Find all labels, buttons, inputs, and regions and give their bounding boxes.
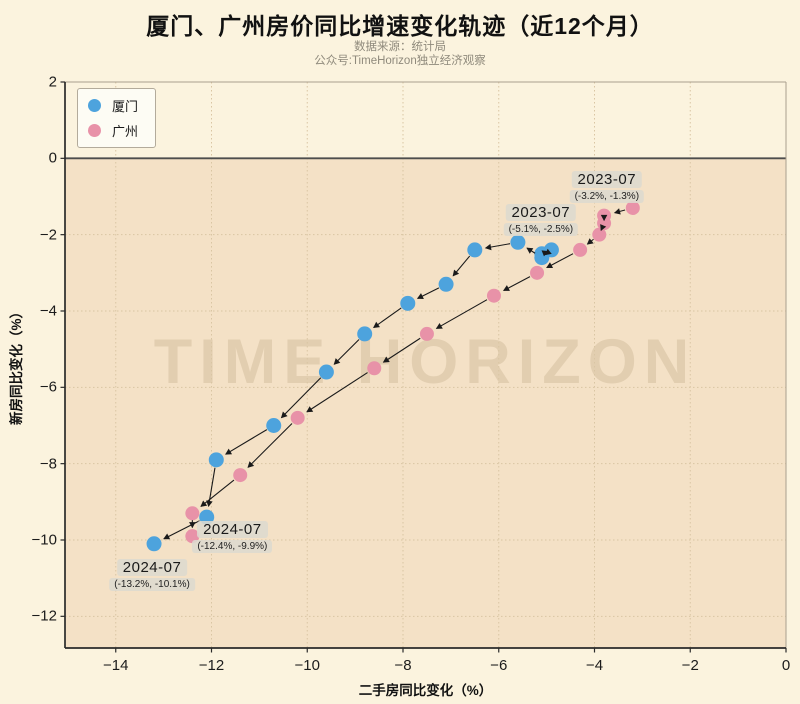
annotation-values: (-12.4%, -9.9%): [192, 540, 273, 554]
annotation-values: (-3.2%, -1.3%): [569, 189, 645, 203]
trajectory-arrow: [306, 372, 368, 413]
data-point: [318, 364, 334, 380]
chart-title: 厦门、广州房价同比增速变化轨迹（近12个月）: [146, 13, 654, 39]
trajectory-arrow: [502, 276, 531, 292]
trajectory-arrow: [586, 238, 594, 245]
legend: 厦门 广州: [77, 88, 157, 148]
trajectory-arrow: [247, 423, 293, 468]
data-point: [419, 326, 434, 341]
data-point: [185, 529, 200, 544]
y-tick-label: −12: [31, 607, 57, 625]
legend-label-guangzhou: 广州: [112, 124, 139, 139]
y-tick-label: −8: [39, 455, 57, 473]
data-point: [367, 361, 382, 376]
x-tick-label: −10: [294, 657, 320, 674]
watermark: TIME HORIZON: [153, 327, 697, 397]
trajectory-arrow: [526, 247, 536, 254]
legend-item-xiamen: 厦门: [88, 96, 138, 115]
y-tick-label: 2: [48, 73, 57, 91]
data-point: [510, 234, 526, 250]
x-tick-label: −6: [490, 657, 508, 674]
data-point: [208, 452, 224, 468]
trajectory-arrow: [373, 307, 402, 328]
y-axis-label: 新房同比变化（%）: [9, 304, 24, 426]
data-point: [400, 295, 416, 311]
data-point: [199, 509, 215, 525]
data-point: [625, 200, 640, 215]
trajectory-arrow: [225, 429, 268, 455]
x-tick-label: −4: [585, 657, 604, 674]
annotation-2023-07: 2023-07 (-5.1%, -2.5%): [503, 203, 579, 236]
data-point: [146, 536, 162, 552]
trajectory-arrow: [163, 520, 200, 540]
annotation-2023-07: 2023-07 (-3.2%, -1.3%): [569, 170, 645, 203]
data-point: [467, 242, 483, 258]
x-tick-label: 0: [781, 657, 791, 674]
trajectory-arrow: [600, 224, 607, 232]
data-point: [573, 242, 588, 257]
annotation-2024-07: 2024-07 (-13.2%, -10.1%): [109, 558, 195, 591]
annotation-values: (-5.1%, -2.5%): [503, 222, 579, 236]
data-point: [592, 227, 607, 242]
y-tick-label: 0: [48, 149, 57, 167]
x-axis-label: 二手房同比变化（%）: [358, 683, 493, 698]
data-point: [357, 326, 373, 342]
data-point: [534, 250, 550, 266]
trajectory-arrow: [452, 255, 471, 277]
trajectory-arrow: [382, 337, 421, 363]
data-point: [266, 417, 282, 433]
annotation-2024-07: 2024-07 (-12.4%, -9.9%): [192, 521, 273, 554]
x-tick-label: −2: [681, 657, 699, 674]
data-point: [486, 288, 501, 303]
y-tick-label: −10: [31, 531, 57, 549]
annotation-date: 2023-07: [571, 170, 643, 188]
data-point: [530, 265, 545, 280]
x-tick-label: −8: [394, 657, 412, 674]
data-point: [185, 506, 200, 521]
annotation-date: 2024-07: [197, 521, 268, 539]
x-tick-label: −12: [198, 657, 225, 674]
trajectory-arrow: [280, 377, 322, 419]
chart-subtitle-account: 公众号:TimeHorizon独立经济观察: [314, 55, 486, 67]
data-point: [438, 276, 454, 292]
legend-label-xiamen: 厦门: [112, 99, 139, 114]
annotation-date: 2023-07: [505, 203, 577, 221]
trajectory-arrow: [613, 208, 626, 215]
trajectory-arrow: [484, 243, 511, 251]
annotation-values: (-13.2%, -10.1%): [109, 577, 195, 591]
legend-item-guangzhou: 广州: [88, 121, 138, 140]
y-tick-label: −2: [39, 226, 57, 244]
data-point: [233, 468, 248, 483]
y-tick-label: −4: [39, 302, 57, 320]
annotation-date: 2024-07: [116, 558, 188, 576]
trajectory-arrow: [546, 253, 574, 269]
chart-layer: [60, 81, 787, 653]
trajectory-arrow: [416, 287, 440, 299]
chart-subtitle-source: 数据来源：统计局: [354, 41, 446, 53]
trajectory-arrow: [206, 467, 216, 508]
plot-area: TIME HORIZON 厦门 广州 2023-07 (-3.2%, -1.3%)…: [32, 74, 791, 699]
trajectory-arrow: [200, 479, 235, 507]
data-point: [290, 410, 305, 425]
xiamen-dot-icon: [88, 99, 101, 112]
trajectory-arrow: [333, 339, 360, 365]
guangzhou-dot-icon: [88, 124, 101, 137]
x-tick-label: −14: [103, 657, 129, 674]
y-tick-label: −6: [39, 378, 57, 396]
trajectory-arrow: [544, 248, 552, 256]
trajectory-arrow: [435, 299, 488, 329]
